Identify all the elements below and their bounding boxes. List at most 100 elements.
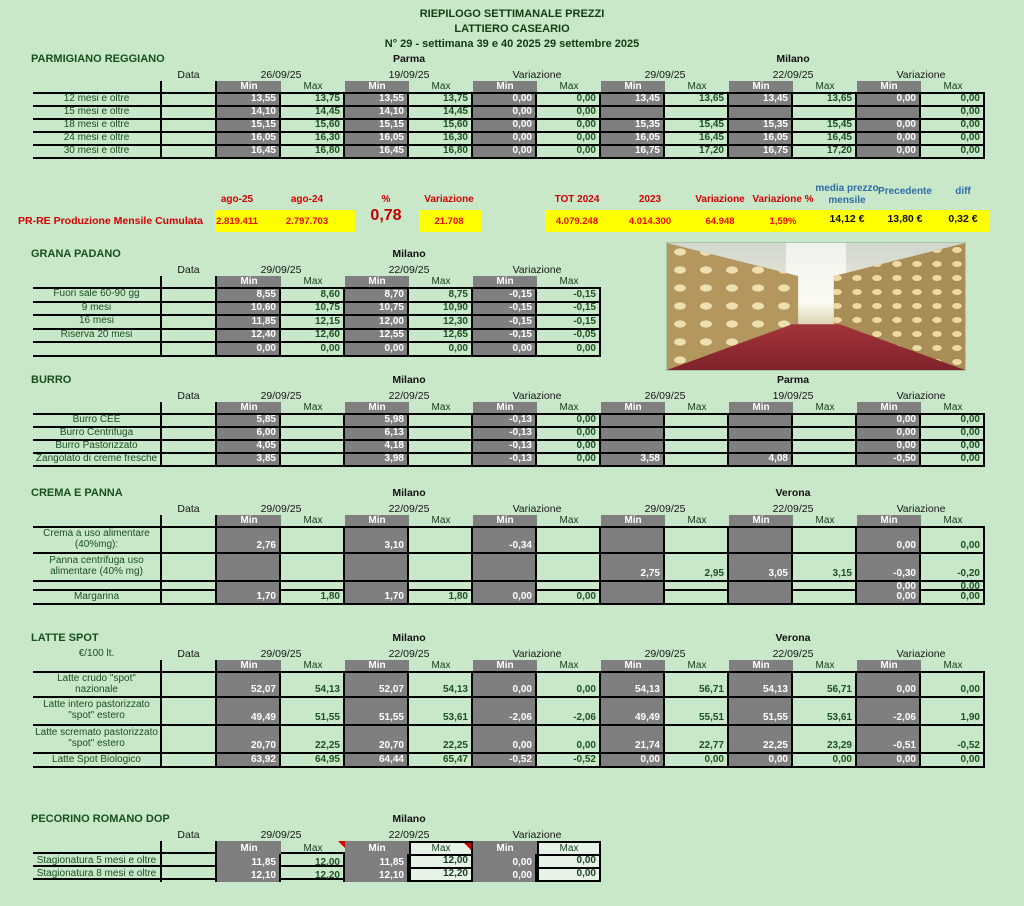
cell-max: 54,13 xyxy=(281,673,345,696)
cell-min: 16,45 xyxy=(217,146,281,157)
prre-column-header: Precedente xyxy=(878,186,932,197)
cell-max: 15,60 xyxy=(281,120,345,131)
cell-max: 16,30 xyxy=(409,133,473,144)
cell-min: 11,85 xyxy=(217,316,281,328)
variazione-header: Variazione xyxy=(512,389,562,402)
min-header: Min xyxy=(345,81,409,92)
cell-max: 22,77 xyxy=(665,726,729,752)
date-header: 26/09/25 xyxy=(644,389,686,402)
spacer xyxy=(33,276,160,287)
cell-max: 0,00 xyxy=(409,343,473,355)
city-label: Milano xyxy=(392,374,426,386)
unit-label xyxy=(33,828,160,841)
cell-min: 6,13 xyxy=(345,428,409,439)
data-column-header: Data xyxy=(177,502,200,515)
cell-max: 3,15 xyxy=(793,554,857,580)
cell-min xyxy=(601,107,665,118)
section-title-burro: BURRO xyxy=(31,374,72,386)
cell-min: 20,70 xyxy=(217,726,281,752)
max-header: Max xyxy=(687,402,707,413)
prre-column-header: ago-25 xyxy=(220,194,254,205)
section-title-pecorino: PECORINO ROMANO DOP xyxy=(31,813,170,825)
data-column-cell xyxy=(160,698,217,724)
cell-max: 22,25 xyxy=(281,726,345,752)
cell-max: 53,61 xyxy=(409,698,473,724)
cell-min xyxy=(601,415,665,426)
section-title-grana: GRANA PADANO xyxy=(31,248,121,260)
cell-max xyxy=(409,441,473,452)
cell-min xyxy=(729,441,793,452)
city-label: Verona xyxy=(775,632,811,644)
row-label: Latte intero pastorizzato "spot" estero xyxy=(43,699,150,721)
cell-max: 1,80 xyxy=(281,591,345,603)
data-column-cell xyxy=(160,854,217,869)
cell-min: 49,49 xyxy=(601,698,665,724)
min-header: Min xyxy=(729,515,793,526)
cell-min: -0,15 xyxy=(473,302,537,314)
max-header: Max xyxy=(431,402,451,413)
data-column-cell xyxy=(160,754,217,766)
table-row: Min Max Min Max Min Max Min Max Min Max Min Max xyxy=(33,81,985,94)
data-column-cell xyxy=(160,302,217,314)
date-header: 22/09/25 xyxy=(772,68,814,81)
table-row: Riserva 20 mesi 12,40 12,60 12,55 12,65 -0,15… xyxy=(33,329,601,343)
row-label: 30 mesi e oltre xyxy=(63,145,130,157)
prre-value: 4.014.300 xyxy=(628,216,672,227)
cell-min: -0,51 xyxy=(857,726,921,752)
cell-min: -0,52 xyxy=(473,754,537,766)
prre-column-header: Variazione xyxy=(695,194,745,205)
min-header: Min xyxy=(345,402,409,413)
cell-max xyxy=(281,428,345,439)
cell-min: 0,00 xyxy=(473,107,537,118)
cell-max xyxy=(793,107,857,118)
cell-min: 51,55 xyxy=(345,698,409,724)
date-header: 22/09/25 xyxy=(388,828,430,841)
min-header: Min xyxy=(345,841,409,856)
cell-max: 0,00 xyxy=(921,107,985,118)
max-header: Max xyxy=(943,660,963,671)
max-header: Max xyxy=(303,402,323,413)
cell-min: 5,85 xyxy=(217,415,281,426)
prre-label: PR-RE Produzione Mensile Cumulata xyxy=(18,215,203,227)
table-row: 18 mesi e oltre 15,15 15,60 15,15 15,60 0,00 0… xyxy=(33,119,985,133)
date-header: 22/09/25 xyxy=(772,502,814,515)
cell-max xyxy=(537,582,601,593)
row-label: Burro Pastorizzato xyxy=(55,440,138,452)
date-header: 22/09/25 xyxy=(388,647,430,660)
date-header: 29/09/25 xyxy=(644,502,686,515)
row-label: Burro Centrifuga xyxy=(59,427,134,439)
cell-min: -0,13 xyxy=(473,441,537,452)
cell-max: 0,00 xyxy=(921,133,985,144)
cell-max xyxy=(665,591,729,603)
spacer xyxy=(33,515,160,526)
max-header: Max xyxy=(687,81,707,92)
data-column-cell xyxy=(160,146,217,157)
unit-label xyxy=(33,68,160,81)
data-column-cell xyxy=(160,428,217,439)
table-row: Panna centrifuga uso alimentare (40% mg)… xyxy=(33,554,985,582)
date-header: 29/09/25 xyxy=(260,828,302,841)
cell-max: 12,15 xyxy=(281,316,345,328)
cell-max: 56,71 xyxy=(665,673,729,696)
cell-max xyxy=(665,528,729,552)
cell-min: -0,15 xyxy=(473,289,537,301)
prre-value: 14,12 € xyxy=(829,213,865,225)
date-header: 29/09/25 xyxy=(260,389,302,402)
unit-label xyxy=(33,263,160,276)
cell-min: 16,05 xyxy=(601,133,665,144)
city-label: Parma xyxy=(776,374,810,386)
cell-min: -0,15 xyxy=(473,329,537,341)
cell-min: 0,00 xyxy=(473,146,537,157)
cell-max xyxy=(793,582,857,593)
cell-max: 51,55 xyxy=(281,698,345,724)
cell-max: 13,75 xyxy=(281,94,345,105)
spacer xyxy=(33,660,160,671)
cell-max xyxy=(281,554,345,580)
cell-max: 16,80 xyxy=(409,146,473,157)
data-column-cell xyxy=(160,528,217,552)
cell-min: 49,49 xyxy=(217,698,281,724)
max-header: Max xyxy=(431,276,451,287)
cell-min: 64,44 xyxy=(345,754,409,766)
cell-min: 0,00 xyxy=(217,343,281,355)
